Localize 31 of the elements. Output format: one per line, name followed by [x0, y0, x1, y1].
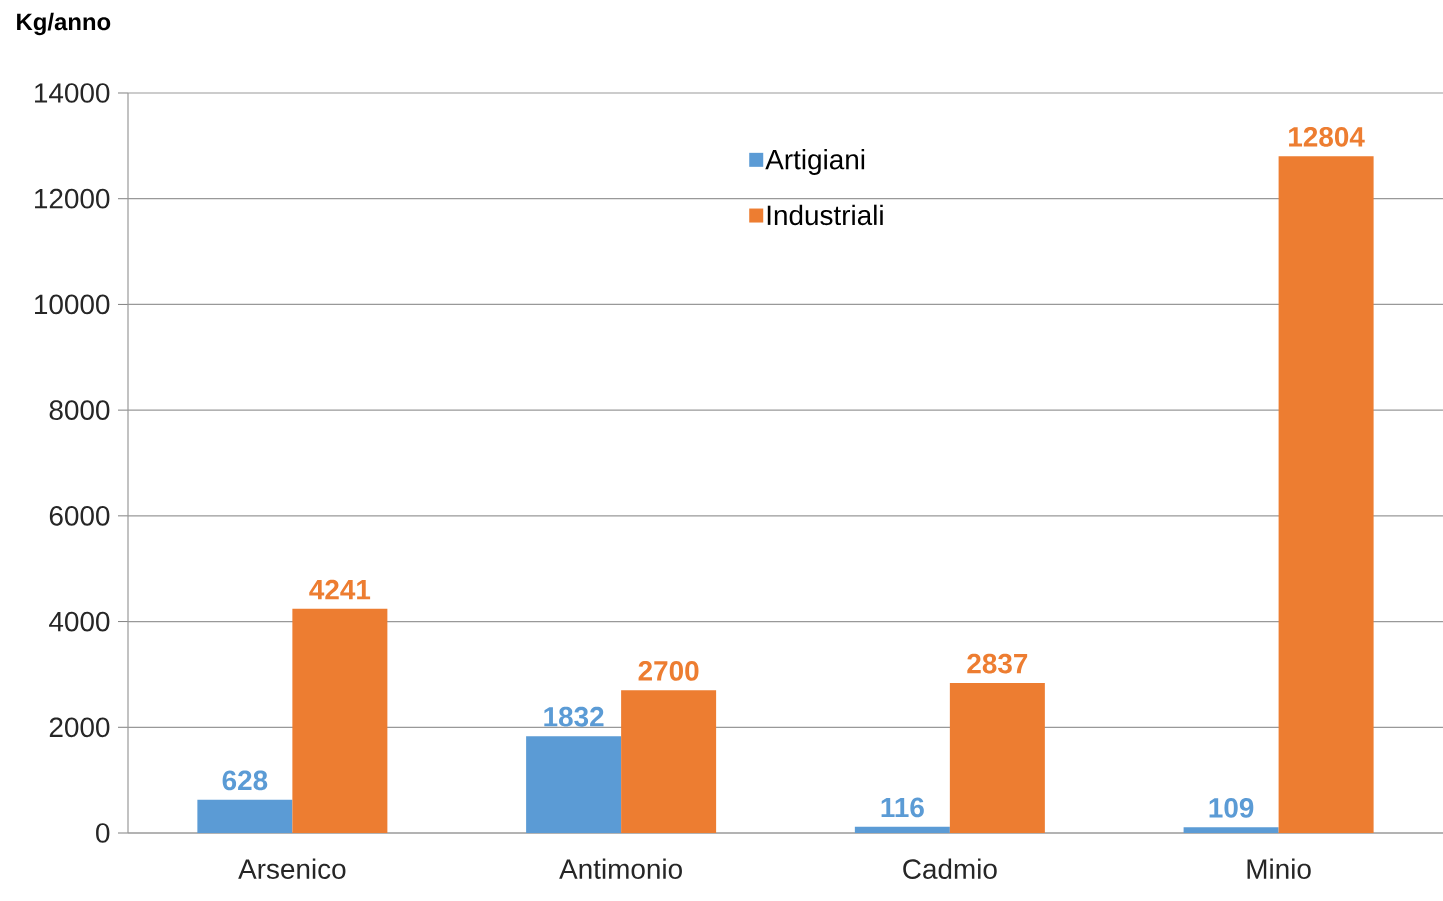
bar — [526, 736, 622, 833]
bar — [949, 683, 1045, 833]
bar — [197, 799, 293, 833]
x-tick-label: Minio — [1247, 858, 1311, 879]
data-label: 2837 — [967, 653, 1028, 674]
data-label: 628 — [222, 770, 268, 791]
bar — [854, 826, 950, 833]
y-tick-label: 6000 — [49, 505, 110, 526]
data-label: 12804 — [1289, 126, 1365, 147]
x-tick-label: Cadmio — [903, 858, 997, 879]
data-label: 1832 — [544, 706, 604, 727]
legend-label: Artigiani — [765, 148, 865, 175]
data-label: 4241 — [309, 579, 371, 600]
bar — [621, 690, 717, 833]
y-tick-label: 8000 — [49, 400, 110, 421]
x-tick-label: Antimonio — [559, 858, 682, 879]
legend-label: Industriali — [767, 204, 883, 226]
data-label: 2700 — [638, 661, 699, 681]
data-label: 116 — [881, 797, 924, 818]
y-tick-label: 14000 — [35, 83, 110, 103]
bar — [1278, 156, 1374, 833]
y-tick-label: 4000 — [49, 611, 110, 632]
y-axis-title: Kg/anno — [17, 12, 111, 36]
bar — [1183, 827, 1279, 833]
y-tick-label: 2000 — [49, 717, 110, 738]
x-tick-label: Arsenico — [238, 858, 346, 879]
data-label: 109 — [1209, 797, 1254, 818]
bar — [292, 608, 388, 833]
y-tick-label: 12000 — [35, 188, 110, 209]
y-tick-label: 0 — [96, 823, 110, 843]
y-tick-label: 10000 — [35, 294, 110, 315]
